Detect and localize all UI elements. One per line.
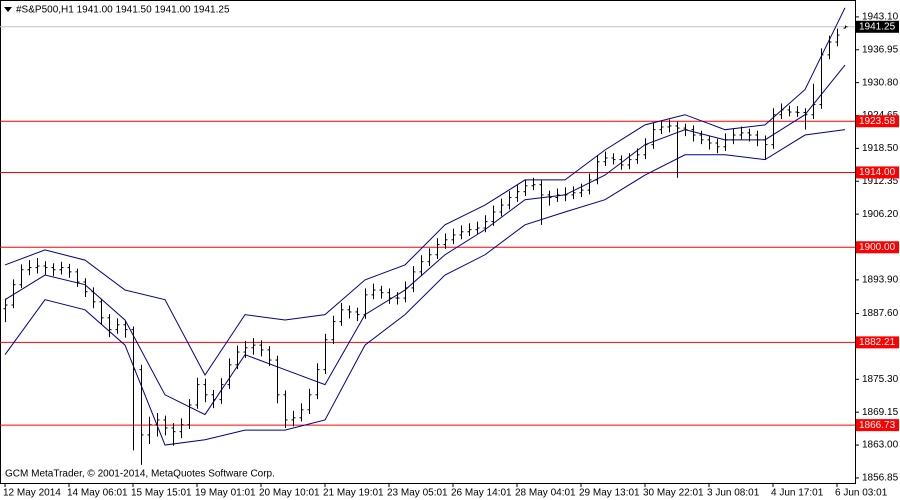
x-tick-label: 15 May 15:01 — [131, 488, 192, 499]
menu-arrow[interactable] — [4, 7, 12, 12]
y-tick-label: 1912.35 — [862, 176, 899, 187]
y-tick-label: 1863.00 — [862, 440, 899, 451]
x-tick-label: 26 May 14:01 — [451, 488, 512, 499]
current-price-box — [856, 20, 899, 33]
y-tick-label: 1856.85 — [862, 473, 899, 484]
x-tick-label: 4 Jun 17:01 — [771, 488, 824, 499]
level-box — [856, 115, 899, 128]
level-box — [856, 241, 899, 254]
bollinger-middle — [4, 64, 846, 416]
level-box — [856, 336, 899, 349]
level-box — [856, 166, 899, 179]
x-tick-label: 6 Jun 03:01 — [835, 488, 888, 499]
bollinger-lower — [4, 129, 846, 446]
y-tick-label: 1893.90 — [862, 275, 899, 286]
footer: GCM MetaTrader, © 2001-2014, MetaQuotes … — [5, 469, 275, 480]
x-tick-label: 20 May 10:01 — [259, 488, 320, 499]
x-tick-label: 30 May 22:01 — [643, 488, 704, 499]
level-label: 1900.00 — [859, 242, 896, 253]
y-tick-label: 1936.95 — [862, 44, 899, 55]
y-tick-label: 1930.80 — [862, 77, 899, 88]
chart-title: #S&P500,H1 1941.00 1941.50 1941.00 1941.… — [16, 5, 230, 16]
level-label: 1866.73 — [859, 420, 896, 431]
bollinger-upper — [4, 7, 846, 377]
level-label: 1914.00 — [859, 167, 896, 178]
x-tick-label: 29 May 13:01 — [579, 488, 640, 499]
x-tick-label: 12 May 2014 — [3, 488, 61, 499]
x-tick-label: 21 May 19:01 — [323, 488, 384, 499]
x-tick-label: 19 May 01:01 — [195, 488, 256, 499]
x-tick-label: 3 Jun 08:01 — [707, 488, 760, 499]
y-tick-label: 1906.20 — [862, 209, 899, 220]
level-box — [856, 419, 899, 432]
current-price-label: 1941.25 — [859, 21, 896, 32]
y-tick-label: 1869.15 — [862, 407, 899, 418]
x-tick-label: 23 May 05:01 — [387, 488, 448, 499]
y-tick-label: 1943.10 — [862, 12, 899, 23]
x-tick-label: 28 May 04:01 — [515, 488, 576, 499]
y-tick-label: 1918.50 — [862, 143, 899, 154]
level-label: 1882.21 — [859, 337, 896, 348]
y-tick-label: 1875.30 — [862, 374, 899, 385]
x-tick-label: 14 May 06:01 — [67, 488, 128, 499]
level-label: 1923.58 — [859, 116, 896, 127]
plot-frame — [0, 0, 856, 484]
y-tick-label: 1887.60 — [862, 308, 899, 319]
